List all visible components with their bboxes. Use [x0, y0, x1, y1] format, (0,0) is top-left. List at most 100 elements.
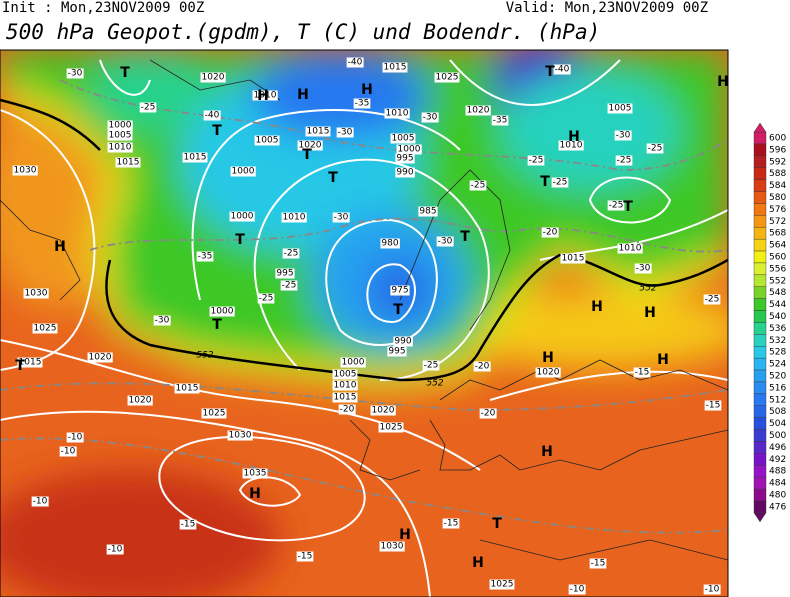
thickness-label: 552 — [196, 351, 213, 361]
colorbar-label: 520 — [769, 372, 786, 382]
pressure-label: 1020 — [89, 353, 112, 363]
temperature-label: -10 — [61, 447, 76, 457]
pressure-center: H — [568, 129, 580, 145]
temperature-label: -40 — [348, 58, 363, 68]
pressure-label: 1030 — [25, 289, 48, 299]
colorbar-swatch — [753, 453, 767, 466]
temperature-label-box — [196, 251, 214, 262]
pressure-label-box — [382, 62, 408, 73]
colorbar-arrow-bottom — [753, 512, 767, 523]
temperature-label: -25 — [648, 144, 663, 154]
pressure-label: 1015 — [384, 63, 407, 73]
temperature-label: -15 — [181, 520, 196, 530]
temperature-label-box — [153, 315, 171, 326]
pressure-label: 995 — [388, 347, 405, 357]
pressure-label-box — [174, 383, 200, 394]
pressure-center: T — [15, 358, 25, 374]
pressure-label-box — [127, 395, 153, 406]
pressure-label-box — [332, 380, 358, 391]
temperature-label-box — [106, 544, 124, 555]
pressure-label-box — [229, 211, 255, 222]
colorbar-swatch — [753, 381, 767, 395]
pressure-label: 1005 — [334, 370, 357, 380]
colorbar-swatch — [753, 488, 767, 502]
temperature-label: -10 — [108, 545, 123, 555]
pressure-label: 975 — [391, 286, 408, 296]
colorbar-label: 512 — [769, 395, 786, 405]
colorbar-label: 552 — [769, 276, 786, 286]
pressure-center: T — [212, 123, 222, 139]
colorbar-label: 580 — [769, 193, 786, 203]
pressure-label-box — [393, 336, 413, 347]
map-frame — [0, 49, 729, 597]
colorbar-swatch — [753, 155, 767, 168]
colorbar-label: 592 — [769, 157, 786, 167]
pressure-label-box — [87, 352, 113, 363]
pressure-label-box — [242, 468, 268, 479]
pressure-label-box — [209, 306, 235, 317]
temperature-label: -25 — [284, 249, 299, 259]
pressure-label-box — [182, 152, 208, 163]
temperature-label-box — [31, 496, 49, 507]
pressure-label: 985 — [419, 207, 436, 217]
pressure-label-box — [332, 392, 358, 403]
pressure-label: 1000 — [232, 167, 255, 177]
temperature-label: -20 — [543, 228, 558, 238]
pressure-label-box — [379, 541, 405, 552]
pressure-label: 1025 — [380, 423, 403, 433]
temperature-label-box — [280, 280, 298, 291]
temperature-label-box — [257, 293, 275, 304]
pressure-label: 1010 — [386, 109, 409, 119]
temperature-label: -25 — [424, 361, 439, 371]
temperature-label-box — [479, 408, 497, 419]
temperature-label: -30 — [438, 237, 453, 247]
colorbar-swatch — [753, 131, 767, 145]
pressure-label: 1015 — [117, 158, 140, 168]
pressure-label: 1005 — [392, 134, 415, 144]
init-time: Init : Mon,23NOV2009 00Z — [2, 0, 204, 16]
pressure-center: T — [540, 174, 550, 190]
temperature-label: -35 — [355, 99, 370, 109]
colorbar-swatch — [753, 238, 767, 252]
temperature-label-box — [634, 263, 652, 274]
pressure-label-box — [558, 140, 584, 151]
temperature-label: -30 — [334, 213, 349, 223]
pressure-label-box — [560, 253, 586, 264]
colorbar-swatch — [753, 143, 767, 157]
temperature-label-box — [59, 446, 77, 457]
pressure-label-box — [275, 268, 295, 279]
colorbar-label: 504 — [769, 419, 786, 429]
pressure-center: T — [393, 302, 403, 318]
pressure-label-box — [107, 142, 133, 153]
temperature-label-box — [422, 360, 440, 371]
isobars — [0, 59, 728, 597]
pressure-label-box — [340, 357, 366, 368]
pressure-center: T — [328, 170, 338, 186]
temperature-label-box — [442, 518, 460, 529]
pressure-label: 1010 — [619, 244, 642, 254]
temperature-label: -25 — [609, 201, 624, 211]
pressure-center: T — [623, 199, 633, 215]
pressure-center: H — [297, 87, 309, 103]
colorbar-label: 480 — [769, 491, 786, 501]
pressure-label-box — [254, 135, 280, 146]
temperature-label: -25 — [259, 294, 274, 304]
temperature-label: -15 — [444, 519, 459, 529]
pressure-label-box — [395, 153, 415, 164]
pressure-label-box — [387, 346, 407, 357]
pressure-label-box — [384, 108, 410, 119]
colorbar-label: 476 — [769, 502, 786, 512]
pressure-center: T — [120, 65, 130, 81]
pressure-label: 1015 — [562, 254, 585, 264]
pressure-label: 1020 — [372, 406, 395, 416]
colorbar-swatch — [753, 227, 767, 240]
colorbar-label: 528 — [769, 348, 786, 358]
pressure-label-box — [395, 167, 415, 178]
temperature-label-box — [553, 64, 571, 75]
temperature-label: -25 — [529, 156, 544, 166]
temperature-label-box — [66, 68, 84, 79]
pressure-label-box — [535, 367, 561, 378]
colorbar-label: 584 — [769, 181, 786, 191]
colorbar-swatch — [753, 500, 767, 514]
